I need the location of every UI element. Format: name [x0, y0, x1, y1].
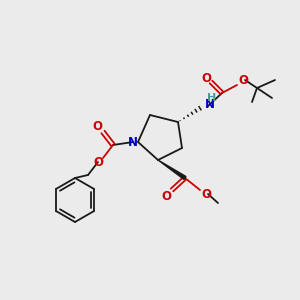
Polygon shape: [158, 160, 186, 179]
Text: H: H: [207, 93, 217, 103]
Text: O: O: [201, 188, 211, 202]
Text: N: N: [128, 136, 138, 148]
Text: O: O: [92, 121, 102, 134]
Text: O: O: [201, 71, 211, 85]
Text: O: O: [238, 74, 248, 86]
Text: O: O: [161, 190, 171, 202]
Text: N: N: [205, 98, 215, 112]
Text: O: O: [93, 157, 103, 169]
